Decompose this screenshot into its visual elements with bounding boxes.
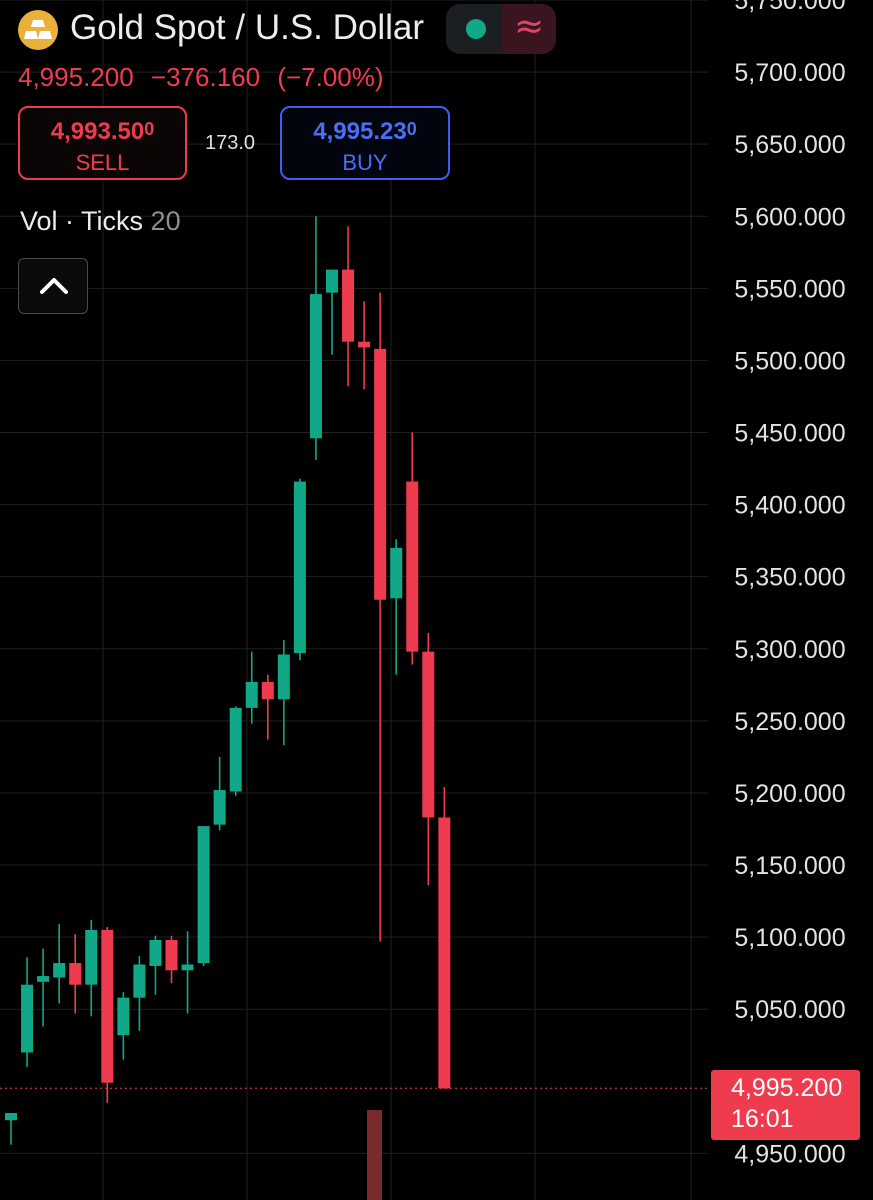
collapse-legend-button[interactable] — [18, 258, 88, 314]
y-tick-label: 5,450.000 — [734, 420, 845, 448]
y-tick-label: 5,700.000 — [734, 59, 845, 87]
buy-button[interactable]: 4,995.230 BUY — [280, 106, 450, 180]
price-change-pct: (−7.00%) — [277, 62, 384, 92]
volume-legend-value: 20 — [150, 206, 181, 236]
candle-body — [342, 269, 355, 342]
y-tick-label: 5,650.000 — [734, 131, 845, 159]
candle-body — [229, 707, 242, 792]
y-tick-label: 5,150.000 — [734, 852, 845, 880]
y-tick-label: 5,100.000 — [734, 924, 845, 952]
candle-body — [245, 681, 258, 708]
candle-body — [374, 348, 387, 600]
live-dot-icon — [466, 19, 486, 39]
y-tick-label: 5,250.000 — [734, 708, 845, 736]
candle-body — [165, 940, 178, 971]
candle-body — [101, 929, 114, 1083]
candle-body — [438, 817, 451, 1089]
candle-body — [37, 976, 50, 982]
y-tick-label: 5,550.000 — [734, 275, 845, 303]
y-tick-label: 5,600.000 — [734, 203, 845, 231]
candle-body — [53, 963, 66, 978]
quote-line: 4,995.200 −376.160 (−7.00%) — [18, 62, 394, 93]
candle-body — [277, 654, 290, 700]
candle-body — [5, 1113, 17, 1121]
chevron-up-icon — [40, 278, 68, 294]
volume-bar — [367, 1110, 382, 1200]
sell-price: 4,993.500 — [50, 118, 155, 145]
chart-header: Gold Spot / U.S. Dollar ≈ 4,995.200 −376… — [0, 0, 873, 320]
volume-legend: Vol · Ticks 20 — [20, 206, 181, 237]
candle-body — [213, 790, 226, 825]
wave-icon: ≈ — [514, 6, 545, 47]
last-price-tag: 4,995.200 16:01 — [711, 1070, 860, 1140]
candle-body — [21, 984, 34, 1053]
candle-body — [133, 964, 146, 998]
last-price: 4,995.200 — [18, 62, 134, 92]
candle-body — [422, 651, 435, 818]
candle-body — [197, 826, 210, 964]
y-tick-label: 5,400.000 — [734, 492, 845, 520]
candle-body — [390, 547, 403, 599]
price-tag-value: 4,995.200 — [731, 1074, 843, 1102]
candle-body — [406, 481, 419, 652]
candle-body — [326, 269, 338, 293]
y-tick-label: 5,050.000 — [734, 996, 845, 1024]
wave-toggle[interactable]: ≈ — [502, 4, 556, 54]
spread-value: 173.0 — [205, 132, 256, 154]
candle-body — [117, 997, 130, 1036]
y-tick-label: 5,200.000 — [734, 780, 845, 808]
y-tick-label: 5,300.000 — [734, 636, 845, 664]
candle-body — [309, 294, 322, 439]
price-tag-countdown: 16:01 — [731, 1105, 794, 1133]
sell-label: SELL — [75, 150, 130, 175]
sell-button[interactable]: 4,993.500 SELL — [18, 106, 187, 180]
candle-body — [261, 681, 274, 700]
buy-label: BUY — [342, 150, 388, 175]
candle-body — [69, 963, 82, 985]
candle-body — [85, 929, 98, 985]
y-tick-label: 5,750.000 — [734, 0, 845, 15]
candle-body — [149, 940, 162, 966]
gold-bars-logo-icon — [18, 10, 58, 50]
status-pill[interactable]: ≈ — [446, 4, 556, 54]
y-tick-label: 5,350.000 — [734, 564, 845, 592]
volume-legend-label: Vol · Ticks — [20, 206, 144, 236]
instrument-title: Gold Spot / U.S. Dollar — [70, 8, 425, 47]
candle-body — [293, 481, 306, 654]
y-tick-label: 5,500.000 — [734, 347, 845, 375]
price-change: −376.160 — [150, 62, 261, 92]
y-tick-label: 4,950.000 — [734, 1140, 845, 1168]
buy-price: 4,995.230 — [313, 118, 417, 145]
candle-body — [181, 964, 194, 971]
candle-body — [358, 341, 371, 348]
